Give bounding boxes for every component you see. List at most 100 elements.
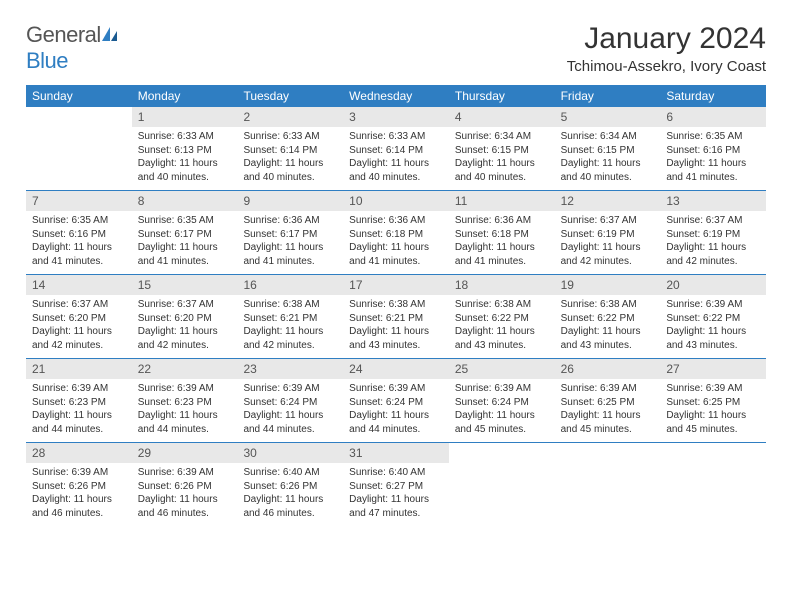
day-cell: 27Sunrise: 6:39 AMSunset: 6:25 PMDayligh… [660, 359, 766, 442]
day-number: 6 [660, 107, 766, 127]
day-body: Sunrise: 6:39 AMSunset: 6:26 PMDaylight:… [132, 463, 238, 520]
sunrise-text: Sunrise: 6:33 AM [349, 130, 443, 144]
sunrise-text: Sunrise: 6:40 AM [243, 466, 337, 480]
day-number: 8 [132, 191, 238, 211]
sunrise-text: Sunrise: 6:37 AM [666, 214, 760, 228]
day-number: 23 [237, 359, 343, 379]
daylight-text: Daylight: 11 hours and 46 minutes. [32, 493, 126, 520]
day-body: Sunrise: 6:33 AMSunset: 6:13 PMDaylight:… [132, 127, 238, 184]
day-number: 16 [237, 275, 343, 295]
day-body: Sunrise: 6:39 AMSunset: 6:25 PMDaylight:… [555, 379, 661, 436]
day-header: Thursday [449, 85, 555, 107]
day-number: 22 [132, 359, 238, 379]
day-cell: 9Sunrise: 6:36 AMSunset: 6:17 PMDaylight… [237, 191, 343, 274]
sunset-text: Sunset: 6:15 PM [561, 144, 655, 158]
day-cell: 2Sunrise: 6:33 AMSunset: 6:14 PMDaylight… [237, 107, 343, 190]
daylight-text: Daylight: 11 hours and 46 minutes. [138, 493, 232, 520]
day-body: Sunrise: 6:38 AMSunset: 6:22 PMDaylight:… [449, 295, 555, 352]
day-number: 17 [343, 275, 449, 295]
day-number: 4 [449, 107, 555, 127]
sunrise-text: Sunrise: 6:39 AM [243, 382, 337, 396]
daylight-text: Daylight: 11 hours and 41 minutes. [666, 157, 760, 184]
daylight-text: Daylight: 11 hours and 43 minutes. [666, 325, 760, 352]
week-row: 14Sunrise: 6:37 AMSunset: 6:20 PMDayligh… [26, 275, 766, 359]
day-number: 13 [660, 191, 766, 211]
week-row: 1Sunrise: 6:33 AMSunset: 6:13 PMDaylight… [26, 107, 766, 191]
sunset-text: Sunset: 6:15 PM [455, 144, 549, 158]
day-number [449, 443, 555, 449]
day-cell [449, 443, 555, 526]
sunrise-text: Sunrise: 6:38 AM [455, 298, 549, 312]
daylight-text: Daylight: 11 hours and 45 minutes. [666, 409, 760, 436]
day-number: 21 [26, 359, 132, 379]
day-cell: 3Sunrise: 6:33 AMSunset: 6:14 PMDaylight… [343, 107, 449, 190]
sunset-text: Sunset: 6:17 PM [243, 228, 337, 242]
day-body: Sunrise: 6:39 AMSunset: 6:23 PMDaylight:… [26, 379, 132, 436]
day-number: 28 [26, 443, 132, 463]
daylight-text: Daylight: 11 hours and 42 minutes. [138, 325, 232, 352]
sunrise-text: Sunrise: 6:39 AM [349, 382, 443, 396]
week-row: 21Sunrise: 6:39 AMSunset: 6:23 PMDayligh… [26, 359, 766, 443]
day-number: 14 [26, 275, 132, 295]
week-row: 28Sunrise: 6:39 AMSunset: 6:26 PMDayligh… [26, 443, 766, 526]
daylight-text: Daylight: 11 hours and 40 minutes. [561, 157, 655, 184]
sunset-text: Sunset: 6:25 PM [666, 396, 760, 410]
daylight-text: Daylight: 11 hours and 41 minutes. [455, 241, 549, 268]
day-body: Sunrise: 6:39 AMSunset: 6:22 PMDaylight:… [660, 295, 766, 352]
sunset-text: Sunset: 6:19 PM [561, 228, 655, 242]
sunrise-text: Sunrise: 6:35 AM [138, 214, 232, 228]
sunset-text: Sunset: 6:16 PM [32, 228, 126, 242]
day-number: 30 [237, 443, 343, 463]
sunrise-text: Sunrise: 6:37 AM [138, 298, 232, 312]
sunset-text: Sunset: 6:26 PM [32, 480, 126, 494]
location: Tchimou-Assekro, Ivory Coast [567, 58, 766, 75]
sunrise-text: Sunrise: 6:38 AM [349, 298, 443, 312]
day-number: 18 [449, 275, 555, 295]
daylight-text: Daylight: 11 hours and 43 minutes. [349, 325, 443, 352]
sunrise-text: Sunrise: 6:34 AM [455, 130, 549, 144]
day-number: 10 [343, 191, 449, 211]
day-cell: 17Sunrise: 6:38 AMSunset: 6:21 PMDayligh… [343, 275, 449, 358]
day-number [555, 443, 661, 449]
sunrise-text: Sunrise: 6:39 AM [666, 382, 760, 396]
day-cell: 21Sunrise: 6:39 AMSunset: 6:23 PMDayligh… [26, 359, 132, 442]
sunset-text: Sunset: 6:24 PM [349, 396, 443, 410]
day-cell: 28Sunrise: 6:39 AMSunset: 6:26 PMDayligh… [26, 443, 132, 526]
day-header: Friday [555, 85, 661, 107]
sunset-text: Sunset: 6:19 PM [666, 228, 760, 242]
sunset-text: Sunset: 6:24 PM [455, 396, 549, 410]
sunset-text: Sunset: 6:26 PM [138, 480, 232, 494]
day-body: Sunrise: 6:35 AMSunset: 6:16 PMDaylight:… [26, 211, 132, 268]
sunset-text: Sunset: 6:16 PM [666, 144, 760, 158]
day-header: Tuesday [237, 85, 343, 107]
week-row: 7Sunrise: 6:35 AMSunset: 6:16 PMDaylight… [26, 191, 766, 275]
daylight-text: Daylight: 11 hours and 41 minutes. [349, 241, 443, 268]
day-header: Sunday [26, 85, 132, 107]
day-body: Sunrise: 6:37 AMSunset: 6:20 PMDaylight:… [26, 295, 132, 352]
day-number: 2 [237, 107, 343, 127]
sunrise-text: Sunrise: 6:39 AM [561, 382, 655, 396]
day-number: 7 [26, 191, 132, 211]
month-title: January 2024 [567, 22, 766, 56]
sunrise-text: Sunrise: 6:35 AM [666, 130, 760, 144]
day-number: 24 [343, 359, 449, 379]
day-header-row: SundayMondayTuesdayWednesdayThursdayFrid… [26, 85, 766, 107]
sunset-text: Sunset: 6:20 PM [138, 312, 232, 326]
day-body: Sunrise: 6:35 AMSunset: 6:17 PMDaylight:… [132, 211, 238, 268]
daylight-text: Daylight: 11 hours and 41 minutes. [138, 241, 232, 268]
day-cell: 12Sunrise: 6:37 AMSunset: 6:19 PMDayligh… [555, 191, 661, 274]
daylight-text: Daylight: 11 hours and 43 minutes. [455, 325, 549, 352]
daylight-text: Daylight: 11 hours and 45 minutes. [455, 409, 549, 436]
day-body: Sunrise: 6:39 AMSunset: 6:24 PMDaylight:… [449, 379, 555, 436]
sunrise-text: Sunrise: 6:36 AM [243, 214, 337, 228]
sunset-text: Sunset: 6:23 PM [138, 396, 232, 410]
sunrise-text: Sunrise: 6:34 AM [561, 130, 655, 144]
sunrise-text: Sunrise: 6:36 AM [349, 214, 443, 228]
sunrise-text: Sunrise: 6:39 AM [138, 382, 232, 396]
day-number: 25 [449, 359, 555, 379]
day-cell: 1Sunrise: 6:33 AMSunset: 6:13 PMDaylight… [132, 107, 238, 190]
sunrise-text: Sunrise: 6:40 AM [349, 466, 443, 480]
daylight-text: Daylight: 11 hours and 40 minutes. [349, 157, 443, 184]
sunset-text: Sunset: 6:22 PM [666, 312, 760, 326]
sunrise-text: Sunrise: 6:33 AM [243, 130, 337, 144]
